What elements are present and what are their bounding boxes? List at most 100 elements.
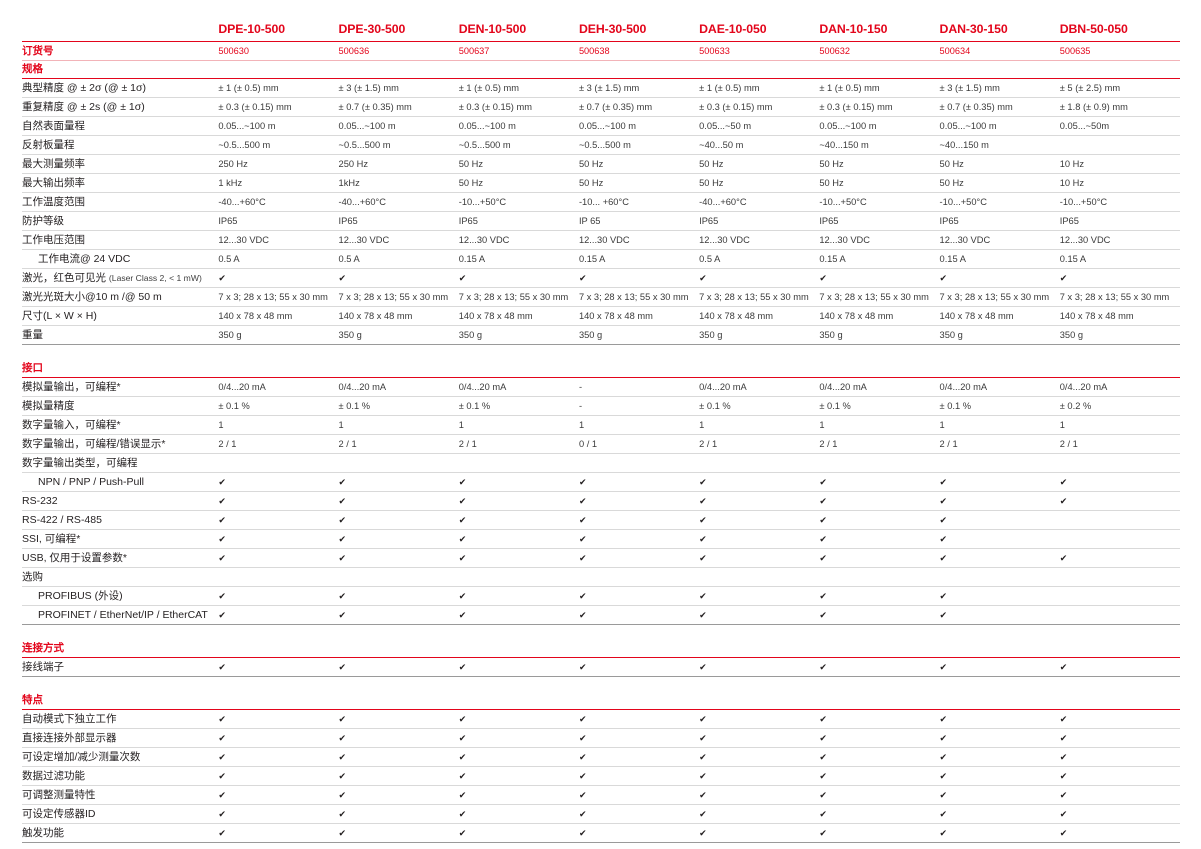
- order-number-row: 订货号 500630 500636 500637 500638 500633 500632 5…: [22, 41, 1180, 61]
- section-title-pad: [338, 60, 459, 79]
- section-title-pad: [578, 60, 700, 79]
- section-spacer: [22, 344, 1180, 360]
- spec-value-cell: [1059, 567, 1180, 587]
- spec-row-label-text: 反射板量程: [22, 138, 75, 151]
- section-title-row-1: 规格: [22, 60, 1180, 79]
- section-spacer: [22, 624, 1180, 640]
- section-title-pad: [578, 640, 700, 658]
- spec-check-cell: ✔: [338, 510, 459, 530]
- spec-check-cell: ✔: [819, 728, 940, 748]
- spec-check-cell: ✔: [939, 472, 1060, 492]
- spec-row-label: 可设定传感器ID: [22, 804, 219, 824]
- spec-value-cell: 0 / 1: [578, 434, 700, 454]
- spec-value-cell: 0.05...~100 m: [819, 116, 940, 136]
- spec-check-cell: ✔: [338, 586, 459, 606]
- spec-value-cell: [218, 453, 339, 473]
- spec-check-cell: ✔: [1059, 472, 1180, 492]
- spec-check-cell: ✔: [819, 268, 940, 288]
- spec-row-label-text: 典型精度 @ ± 2σ (@ ± 1σ): [22, 81, 146, 94]
- section-title-pad: [1059, 692, 1180, 710]
- spec-row-label-text: RS-232: [22, 494, 58, 507]
- spec-check-cell: ✔: [1059, 491, 1180, 511]
- spec-check-cell: ✔: [699, 510, 820, 530]
- spec-value-cell: 12...30 VDC: [939, 230, 1060, 250]
- spec-check-cell: ✔: [1059, 657, 1180, 677]
- spec-value-cell: ~0.5...500 m: [218, 135, 339, 155]
- section-spacer-cell: [22, 624, 1180, 640]
- spec-value-cell: 50 Hz: [578, 173, 700, 193]
- spec-row-label-text: PROFINET / EtherNet/IP / EtherCAT: [38, 608, 208, 621]
- spec-value-cell: 50 Hz: [578, 154, 700, 174]
- spec-value-cell: ± 0.3 (± 0.15) mm: [699, 97, 820, 117]
- spec-row: 激光光斑大小@10 m /@ 50 m 7 x 3; 28 x 13; 55 x …: [22, 287, 1180, 307]
- spec-row: 接线端子 ✔ ✔ ✔ ✔ ✔ ✔ ✔ ✔: [22, 657, 1180, 677]
- spec-value-cell: 7 x 3; 28 x 13; 55 x 30 mm: [218, 287, 339, 307]
- spec-check-cell: ✔: [338, 491, 459, 511]
- spec-value-cell: ± 0.2 %: [1059, 396, 1180, 416]
- spec-value-cell: ± 3 (± 1.5) mm: [338, 78, 459, 98]
- spec-row-label: 尺寸(L × W × H): [22, 306, 219, 326]
- spec-check-cell: ✔: [458, 804, 579, 824]
- header-spacer-cell: [22, 22, 218, 42]
- spec-check-cell: ✔: [939, 766, 1060, 786]
- spec-check-cell: ✔: [939, 709, 1060, 729]
- spec-check-cell: ✔: [458, 472, 579, 492]
- spec-value-cell: ± 0.3 (± 0.15) mm: [819, 97, 940, 117]
- spec-value-cell: 7 x 3; 28 x 13; 55 x 30 mm: [1059, 287, 1180, 307]
- spec-row-label: 防护等级: [22, 211, 219, 231]
- spec-row-label-note: (Laser Class 2, < 1 mW): [108, 272, 202, 283]
- spec-check-cell: ✔: [699, 605, 820, 625]
- spec-value-cell: [1059, 453, 1180, 473]
- section-spacer: [22, 676, 1180, 692]
- spec-value-cell: 50 Hz: [458, 173, 579, 193]
- spec-row-label-text: 尺寸(L × W × H): [22, 309, 97, 322]
- spec-check-cell: ✔: [1059, 785, 1180, 805]
- spec-check-cell: ✔: [218, 657, 339, 677]
- spec-value-cell: -40...+60°C: [218, 192, 339, 212]
- spec-value-cell: [458, 453, 579, 473]
- spec-value-cell: 2 / 1: [699, 434, 820, 454]
- spec-value-cell: ± 1 (± 0.5) mm: [699, 78, 820, 98]
- spec-row: RS-232 ✔ ✔ ✔ ✔ ✔ ✔ ✔ ✔: [22, 491, 1180, 511]
- spec-value-cell: 0.05...~50m: [1059, 116, 1180, 136]
- spec-check-cell: ✔: [699, 804, 820, 824]
- spec-check-cell: ✔: [1059, 804, 1180, 824]
- spec-row-label-text: NPN / PNP / Push-Pull: [38, 475, 145, 488]
- section-title-pad: [218, 692, 339, 710]
- spec-row-label-text: 最大输出频率: [22, 176, 85, 189]
- spec-value-cell: 1: [578, 415, 700, 435]
- spec-value-cell: 140 x 78 x 48 mm: [819, 306, 940, 326]
- spec-value-cell: -40...+60°C: [699, 192, 820, 212]
- spec-value-cell: 140 x 78 x 48 mm: [699, 306, 820, 326]
- spec-value-cell: 12...30 VDC: [218, 230, 339, 250]
- spec-value-cell: 0.5 A: [218, 249, 339, 269]
- spec-value-cell: 0/4...20 mA: [458, 377, 579, 397]
- spec-value-cell: 0.15 A: [939, 249, 1060, 269]
- spec-check-cell: ✔: [578, 785, 700, 805]
- spec-check-cell: ✔: [939, 728, 1060, 748]
- spec-row-label: 接线端子: [22, 657, 219, 677]
- section-title-pad: [699, 692, 820, 710]
- spec-value-cell: IP65: [218, 211, 339, 231]
- order-number-value-1: 500630: [218, 41, 339, 61]
- spec-row-label: 重量: [22, 325, 219, 345]
- spec-check-cell: ✔: [699, 657, 820, 677]
- spec-value-cell: 0.5 A: [338, 249, 459, 269]
- spec-check-cell: ✔: [699, 491, 820, 511]
- spec-row: 数字量输入，可编程* 1 1 1 1 1 1 1 1: [22, 415, 1180, 435]
- spec-check-cell: ✔: [819, 510, 940, 530]
- spec-row-label-text: 重复精度 @ ± 2s (@ ± 1σ): [22, 100, 145, 113]
- section-title-pad: [939, 60, 1060, 79]
- spec-check-cell: ✔: [699, 586, 820, 606]
- spec-value-cell: [819, 567, 940, 587]
- spec-check-cell: ✔: [1059, 709, 1180, 729]
- spec-value-cell: 1: [1059, 415, 1180, 435]
- spec-row: RS-422 / RS-485 ✔ ✔ ✔ ✔ ✔ ✔ ✔: [22, 510, 1180, 530]
- spec-row-label-text: 接线端子: [22, 660, 64, 673]
- spec-check-cell: ✔: [578, 728, 700, 748]
- spec-row: 数据过滤功能 ✔ ✔ ✔ ✔ ✔ ✔ ✔ ✔: [22, 766, 1180, 786]
- section-title-pad: [458, 360, 579, 378]
- spec-value-cell: [1059, 135, 1180, 155]
- spec-row-label: 自动模式下独立工作: [22, 709, 219, 729]
- spec-check-cell: ✔: [699, 709, 820, 729]
